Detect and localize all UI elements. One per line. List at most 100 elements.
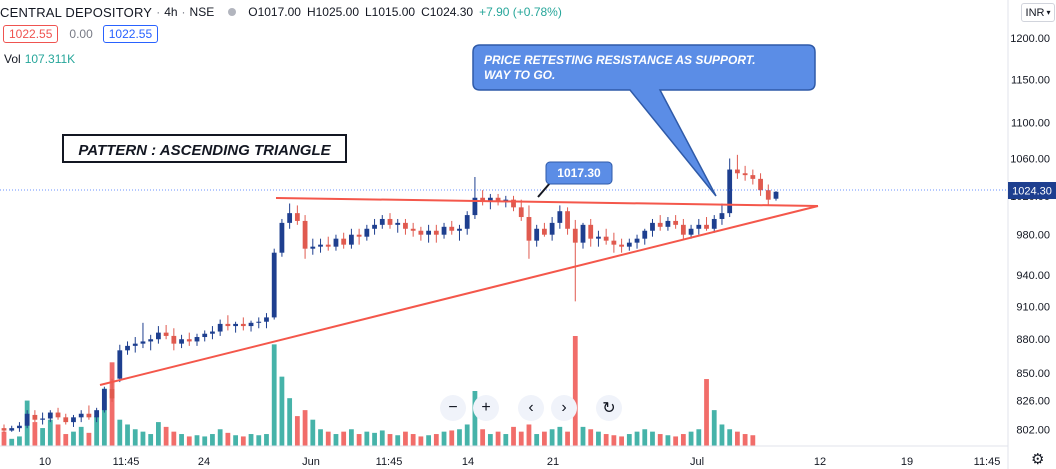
price-axis[interactable]: 1200.001150.001100.001060.001020.00980.0…	[1010, 33, 1050, 436]
volume-bar	[735, 431, 740, 446]
level-label-text: 1017.30	[557, 166, 601, 180]
minus-icon: −	[448, 399, 458, 416]
candle-body	[549, 222, 555, 235]
volume-bar	[140, 431, 146, 446]
plus-icon: +	[481, 399, 491, 416]
price-tick-label: 1150.00	[1011, 74, 1050, 86]
candle-body	[696, 224, 702, 229]
volume-bar	[588, 429, 594, 446]
scroll-left-button[interactable]: ‹	[518, 395, 544, 421]
volume-bar	[549, 429, 555, 446]
candle-body	[71, 417, 76, 423]
candle-body	[750, 175, 756, 179]
candle-body	[233, 323, 238, 327]
price-tick-label: 826.00	[1016, 396, 1050, 408]
market-status-dot	[228, 8, 237, 16]
reset-chart-button[interactable]: ↻	[596, 395, 622, 421]
volume-bar	[580, 426, 586, 446]
volume-bar	[194, 435, 200, 446]
candle-body	[101, 389, 107, 411]
candle-body	[580, 224, 586, 243]
ask-price[interactable]: 1022.55	[102, 25, 159, 43]
price-tick-label: 910.00	[1016, 302, 1050, 314]
volume-bar	[387, 434, 393, 446]
symbol-name[interactable]: CENTRAL DEPOSITORY	[0, 4, 153, 20]
volume-bar	[71, 431, 76, 446]
candle-body	[642, 230, 648, 239]
volume-bar	[511, 426, 516, 446]
candle-body	[626, 242, 632, 247]
last-price-tag: 1024.30	[1008, 182, 1056, 199]
candle-body	[287, 213, 293, 223]
candle-body	[171, 335, 177, 344]
volume-bar	[495, 431, 501, 446]
volume-bar	[750, 435, 756, 446]
interval[interactable]: 4h	[164, 5, 178, 19]
volume-bar	[696, 429, 702, 446]
candle-body	[650, 222, 655, 231]
volume-bar	[680, 434, 686, 446]
chevron-down-icon: ▾	[1046, 8, 1051, 17]
candle-body	[449, 226, 455, 231]
candle-body	[225, 323, 231, 327]
candle-body	[148, 339, 154, 342]
volume-bar	[665, 435, 671, 446]
candle-body	[542, 228, 547, 235]
candle-body	[302, 220, 308, 249]
bid-price[interactable]: 1022.55	[3, 25, 59, 43]
candle-body	[611, 240, 617, 245]
time-axis[interactable]: 10 11:45 24 Jun 11:45 14 21 Jul 12 19 11:45	[39, 456, 1000, 468]
time-tick-label: 11:45	[113, 456, 140, 468]
spread-value: 0.00	[69, 27, 93, 41]
volume-bar	[704, 379, 709, 446]
candle-body	[704, 224, 709, 229]
volume-bar	[719, 424, 725, 446]
candlesticks	[1, 154, 779, 433]
candle-body	[634, 238, 640, 243]
candle-body	[333, 238, 339, 247]
scroll-right-button[interactable]: ›	[551, 395, 577, 421]
candle-body	[619, 244, 624, 247]
candle-body	[511, 199, 516, 208]
candle-body	[194, 337, 200, 342]
chart-settings-button[interactable]: ⚙	[1031, 450, 1044, 468]
candle-body	[735, 169, 740, 174]
chevron-left-icon: ‹	[528, 399, 534, 416]
volume-bar	[271, 344, 277, 446]
volume-bar	[287, 398, 293, 446]
candle-body	[719, 213, 725, 219]
candle-body	[63, 417, 69, 423]
volume-bar	[711, 410, 717, 446]
price-tick-label: 940.00	[1016, 270, 1050, 282]
candle-body	[349, 234, 354, 245]
price-change: +7.90 (+0.78%)	[479, 5, 562, 19]
candle-body	[271, 252, 277, 318]
volume-bar	[179, 434, 184, 446]
candle-body	[727, 169, 733, 214]
candle-body	[588, 224, 594, 239]
volume-bar	[148, 434, 154, 446]
volume-bar	[94, 416, 100, 446]
currency-button[interactable]: INR ▾	[1021, 3, 1055, 22]
candle-body	[325, 244, 331, 247]
volume-bar	[78, 426, 84, 446]
volume-bar	[310, 419, 316, 446]
volume-bar	[449, 430, 455, 446]
candle-body	[186, 339, 192, 342]
zoom-out-button[interactable]: −	[440, 395, 466, 421]
candle-body	[24, 413, 30, 426]
candle-body	[387, 218, 393, 225]
volume-bar	[264, 434, 269, 446]
candle-body	[109, 389, 115, 399]
volume-bar	[650, 431, 655, 446]
volume-bars	[1, 336, 756, 446]
candle-body	[688, 228, 694, 235]
candle-body	[565, 211, 570, 229]
volume-bar	[125, 424, 130, 446]
candle-body	[125, 345, 130, 351]
zoom-in-button[interactable]: +	[473, 395, 499, 421]
time-tick-label: 11:45	[974, 456, 1001, 468]
candle-body	[773, 191, 779, 199]
volume-bar	[47, 419, 53, 446]
